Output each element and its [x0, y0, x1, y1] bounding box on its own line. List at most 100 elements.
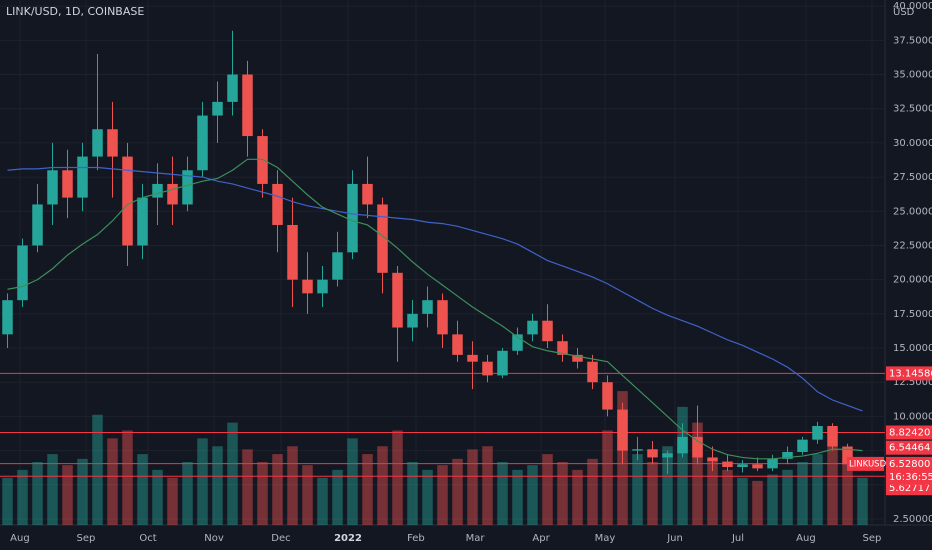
candle-body [167, 183, 178, 205]
x-tick-label: Aug [796, 533, 816, 544]
moving-average [7, 166, 863, 412]
volume-bar [752, 480, 763, 525]
volume-bar [827, 446, 838, 525]
volume-bar [257, 462, 268, 525]
candle-body [647, 449, 658, 458]
volume-bar [707, 462, 718, 525]
y-tick-label: 40.00000 [893, 1, 932, 12]
candle-body [557, 341, 568, 355]
volume-bar [47, 454, 58, 525]
volume-bar [497, 462, 508, 525]
level-label: 13.14586 [889, 368, 932, 379]
volume-bar [62, 465, 73, 525]
candle-body [482, 361, 493, 376]
y-tick-label: 12.50000 [893, 377, 932, 388]
candle-body [737, 464, 748, 468]
level-label: 6.54464 [889, 443, 930, 454]
candle-body [212, 101, 223, 116]
candle-body [422, 300, 433, 314]
volume-bar [527, 465, 538, 525]
volume-bar [782, 469, 793, 525]
volume-bar [737, 477, 748, 525]
x-tick-label: 2022 [334, 533, 362, 544]
last-price: 6.52800 [889, 459, 930, 470]
volume-bar [92, 414, 103, 525]
volume-bar [197, 438, 208, 525]
candle-body [527, 320, 538, 335]
volume-bar [797, 462, 808, 525]
candle-body [92, 129, 103, 157]
y-tick-label: 27.50000 [893, 172, 932, 183]
candle-body [287, 224, 298, 280]
candle-body [812, 425, 823, 440]
candle-body [302, 279, 313, 294]
candle-body [62, 170, 73, 198]
candle-body [587, 361, 598, 383]
volume-bar [512, 469, 523, 525]
volume-bar [317, 477, 328, 525]
candle-body [797, 439, 808, 452]
y-axis-label: USD [893, 7, 915, 18]
volume-bar [347, 438, 358, 525]
level-label: 8.82420 [889, 427, 930, 438]
volume-bar [377, 446, 388, 525]
y-tick-label: 2.50000 [893, 514, 932, 525]
volume-bar [767, 474, 778, 525]
volume-bar [422, 469, 433, 525]
volume-bar [632, 454, 643, 525]
volume-bar [587, 458, 598, 525]
x-tick-label: Oct [139, 533, 156, 544]
volume-bar [182, 462, 193, 525]
candle-body [77, 156, 88, 198]
x-tick-label: Jul [731, 533, 744, 544]
volume-bar [722, 469, 733, 525]
volume-bar [812, 454, 823, 525]
candle-body [467, 354, 478, 362]
volume-bar [212, 446, 223, 525]
x-tick-label: Apr [532, 533, 550, 544]
volume-bar [137, 454, 148, 525]
y-tick-label: 17.50000 [893, 309, 932, 320]
volume-bar [482, 446, 493, 525]
level-badge [886, 440, 932, 455]
y-tick-label: 32.50000 [893, 104, 932, 115]
volume-bar [692, 422, 703, 525]
level-badge [886, 366, 932, 381]
candle-body [692, 436, 703, 458]
y-tick-label: 22.50000 [893, 240, 932, 251]
volume-bar [452, 458, 463, 525]
candle-body [827, 425, 838, 447]
candle-body [17, 245, 28, 301]
volume-bar [542, 454, 553, 525]
volume-bar [332, 469, 343, 525]
volume-bar [242, 449, 253, 525]
level-badge [886, 425, 932, 440]
candle-body [707, 457, 718, 462]
volume-bar [647, 462, 658, 525]
volume-bar [122, 430, 133, 525]
y-tick-label: 15.00000 [893, 343, 932, 354]
volume-bar [302, 465, 313, 525]
candle-body [122, 156, 133, 246]
symbol-label: LINKUSD [849, 459, 887, 469]
candle-body [377, 204, 388, 273]
y-tick-label: 20.00000 [893, 275, 932, 286]
candle-body [722, 461, 733, 468]
x-tick-label: Jun [666, 533, 683, 544]
candle-body [362, 183, 373, 205]
y-tick-label: 30.00000 [893, 138, 932, 149]
candle-body [437, 300, 448, 335]
candle-body [617, 409, 628, 451]
y-tick-label: 25.00000 [893, 206, 932, 217]
x-tick-label: May [595, 533, 616, 544]
candle-body [752, 464, 763, 469]
volume-bar [467, 449, 478, 525]
candle-body [2, 300, 13, 335]
volume-bar [602, 430, 613, 525]
candle-body [452, 334, 463, 355]
candle-body [272, 183, 283, 225]
volume-bar [77, 458, 88, 525]
x-tick-label: Nov [204, 533, 224, 544]
volume-bar [407, 462, 418, 525]
